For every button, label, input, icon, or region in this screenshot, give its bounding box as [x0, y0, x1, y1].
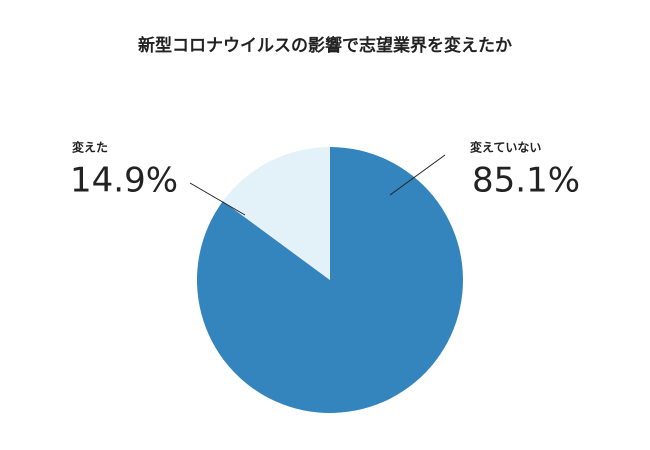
value-label: 14.9%: [70, 161, 178, 201]
category-label: 変えた: [72, 140, 108, 155]
pie-slice: [222, 147, 330, 280]
chart-title: 新型コロナウイルスの影響で志望業界を変えたか: [138, 35, 512, 56]
leader-line: [189, 182, 246, 216]
category-label: 変えていない: [470, 140, 541, 155]
value-label: 85.1%: [472, 161, 580, 201]
leader-line: [389, 154, 446, 196]
